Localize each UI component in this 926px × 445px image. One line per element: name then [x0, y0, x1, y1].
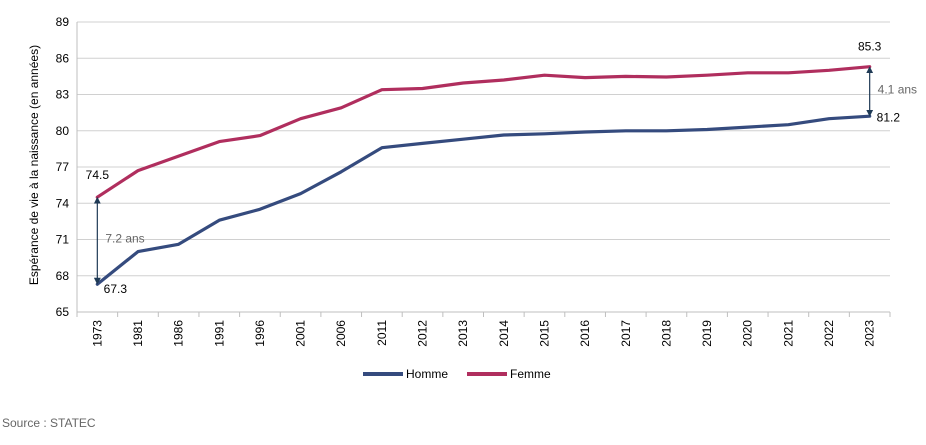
data-labels: 74.5 67.3 85.3 81.2	[86, 40, 901, 297]
x-tick-label: 2019	[700, 320, 714, 347]
data-label-femme: 74.5	[86, 168, 110, 182]
x-tick-label: 2015	[537, 320, 551, 347]
y-tick-label: 65	[56, 305, 70, 319]
y-tick-label: 74	[56, 196, 70, 210]
y-tick-label: 80	[56, 124, 70, 138]
x-tick-labels: 1973 1981 1986 1991 1996 2001 2006 2011 2012 2013…	[90, 320, 876, 347]
legend-item-homme: Homme	[363, 367, 448, 381]
legend-item-femme: Femme	[467, 367, 551, 381]
axes	[76, 22, 891, 317]
x-tick-label: 1996	[253, 320, 267, 347]
x-tick-label: 2022	[822, 320, 836, 347]
x-tick-label: 2023	[863, 320, 877, 347]
legend: Homme Femme	[0, 367, 926, 387]
x-tick-label: 1981	[131, 320, 145, 347]
x-tick-label: 2011	[375, 320, 389, 346]
gridlines	[77, 21, 890, 313]
gap-label: 4.1 ans	[878, 82, 917, 96]
x-tick-label: 2014	[497, 320, 511, 347]
y-tick-label: 77	[56, 160, 70, 174]
legend-label-femme: Femme	[510, 367, 551, 381]
x-tick-label: 2006	[334, 320, 348, 347]
x-tick-label: 1991	[212, 320, 226, 347]
y-tick-label: 71	[56, 233, 70, 247]
gap-label: 7.2 ans	[105, 232, 144, 246]
x-tick-label: 2012	[416, 320, 430, 347]
source-note: Source : STATEC	[2, 416, 96, 430]
series-line-femme	[95, 65, 872, 199]
series-lines	[95, 65, 872, 286]
y-tick-label: 89	[56, 15, 70, 29]
x-tick-label: 2013	[456, 320, 470, 347]
x-tick-label: 2020	[741, 320, 755, 347]
y-tick-label: 86	[56, 51, 70, 65]
y-axis-label: Espérance de vie à la naissance (en anné…	[27, 45, 41, 285]
y-tick-label: 68	[56, 269, 70, 283]
series-line-homme	[95, 114, 872, 286]
data-label-femme: 85.3	[858, 40, 882, 54]
legend-line-femme	[467, 372, 507, 376]
gap-annotations: 7.2 ans 4.1 ans	[93, 66, 917, 285]
x-tick-label: 2001	[294, 320, 308, 347]
data-label-homme: 67.3	[104, 282, 128, 296]
x-tick-label: 1973	[90, 320, 104, 347]
y-tick-label: 83	[56, 88, 70, 102]
data-label-homme: 81.2	[877, 110, 901, 124]
x-tick-label: 2017	[619, 320, 633, 347]
y-tick-labels: 65 68 71 74 77 80 83 86 89	[56, 15, 70, 319]
x-tick-label: 2018	[659, 320, 673, 347]
x-tick-label: 1986	[172, 320, 186, 347]
x-tick-label: 2021	[781, 320, 795, 347]
legend-label-homme: Homme	[406, 367, 449, 381]
x-tick-label: 2016	[578, 320, 592, 347]
legend-line-homme	[363, 372, 403, 376]
